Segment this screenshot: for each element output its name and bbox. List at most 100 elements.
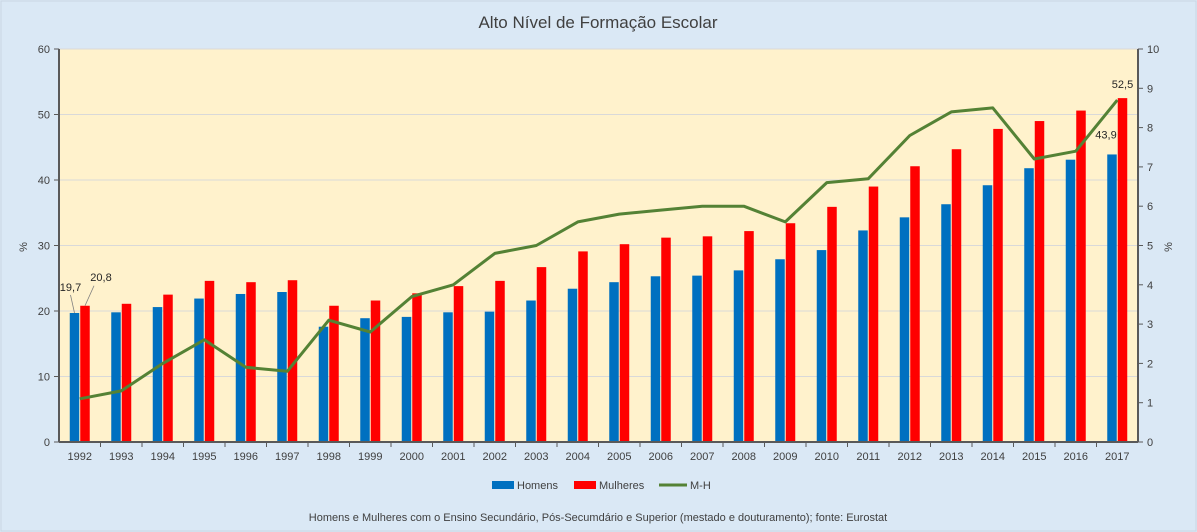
- bar-homens: [1107, 154, 1117, 442]
- bar-homens: [194, 298, 204, 442]
- x-tick-label: 2012: [898, 451, 922, 463]
- x-tick-label: 2011: [856, 451, 880, 463]
- x-tick-label: 2006: [649, 451, 673, 463]
- y2-tick-label: 3: [1147, 319, 1153, 331]
- bar-mulheres: [329, 305, 339, 442]
- y-tick-label: 0: [44, 437, 50, 449]
- bar-homens: [650, 276, 661, 442]
- data-label-leader: [70, 294, 75, 314]
- x-tick-label: 2015: [1022, 451, 1046, 463]
- bar-homens: [899, 217, 910, 442]
- bar-mulheres: [121, 303, 132, 442]
- bar-mulheres: [619, 244, 630, 442]
- legend-label: Homens: [517, 480, 558, 492]
- y-tick-label: 50: [38, 110, 50, 122]
- bar-homens: [277, 292, 287, 442]
- y2-tick-label: 4: [1147, 280, 1153, 292]
- y2-tick-label: 10: [1147, 44, 1159, 56]
- bar-mulheres: [204, 280, 215, 442]
- data-label: 52,5: [1112, 79, 1133, 91]
- bar-mulheres: [910, 166, 920, 442]
- chart-title: Alto Nível de Formação Escolar: [478, 13, 717, 32]
- bar-homens: [941, 204, 951, 442]
- footnote: Homens e Mulheres com o Ensino Secundári…: [309, 512, 887, 524]
- data-label-leader: [84, 285, 95, 306]
- x-tick-label: 2010: [815, 451, 839, 463]
- bar-homens: [360, 318, 370, 442]
- y-tick-label: 30: [38, 241, 50, 253]
- bar-mulheres: [993, 128, 1003, 442]
- x-tick-label: 1997: [275, 451, 299, 463]
- data-label: 19,7: [60, 282, 81, 294]
- x-tick-label: 2001: [441, 451, 465, 463]
- bar-mulheres: [1117, 98, 1128, 442]
- legend-label: M-H: [690, 480, 711, 492]
- x-tick-label: 1995: [192, 451, 216, 463]
- bar-homens: [692, 275, 702, 442]
- data-label: 20,8: [90, 272, 111, 284]
- bar-mulheres: [370, 300, 381, 442]
- bar-homens: [152, 307, 163, 442]
- bar-mulheres: [1034, 121, 1045, 443]
- bar-mulheres: [868, 186, 879, 442]
- bar-mulheres: [951, 149, 962, 442]
- x-tick-label: 2002: [483, 451, 507, 463]
- bar-mulheres: [536, 267, 547, 442]
- y2-tick-label: 6: [1147, 201, 1153, 213]
- bar-homens: [982, 185, 993, 443]
- bar-homens: [318, 326, 329, 442]
- bar-homens: [401, 316, 412, 442]
- x-tick-label: 2014: [981, 451, 1005, 463]
- x-tick-label: 2000: [400, 451, 424, 463]
- y-tick-label: 40: [38, 175, 50, 187]
- y2-axis-label: %: [1163, 242, 1175, 252]
- x-tick-label: 2017: [1105, 451, 1129, 463]
- bar-homens: [775, 259, 785, 442]
- bar-mulheres: [578, 251, 588, 442]
- bar-homens: [609, 282, 619, 442]
- x-tick-label: 2007: [690, 451, 714, 463]
- bar-mulheres: [661, 237, 671, 442]
- x-tick-label: 2004: [566, 451, 590, 463]
- bar-mulheres: [495, 280, 505, 442]
- x-tick-label: 1996: [234, 451, 258, 463]
- y-axis-label: %: [18, 242, 30, 252]
- bar-mulheres: [744, 231, 754, 442]
- bar-homens: [69, 312, 80, 442]
- x-tick-label: 1999: [358, 451, 382, 463]
- x-tick-label: 2009: [773, 451, 797, 463]
- y-tick-label: 60: [38, 44, 50, 56]
- legend-label: Mulheres: [599, 480, 645, 492]
- x-tick-label: 1993: [109, 451, 133, 463]
- x-tick-label: 2003: [524, 451, 548, 463]
- bar-mulheres: [702, 236, 713, 442]
- bar-mulheres: [453, 286, 464, 442]
- bar-mulheres: [163, 294, 173, 442]
- bar-homens: [1024, 168, 1034, 442]
- x-tick-label: 2008: [732, 451, 756, 463]
- y-tick-label: 20: [38, 306, 50, 318]
- bar-mulheres: [785, 223, 796, 442]
- legend-swatch-homens: [492, 481, 514, 489]
- bar-homens: [816, 250, 827, 442]
- line-m-h: [79, 99, 1119, 401]
- legend: Homens Mulheres M-H: [492, 480, 711, 492]
- y2-tick-label: 0: [1147, 437, 1153, 449]
- x-tick-label: 2005: [607, 451, 631, 463]
- bar-homens: [443, 312, 453, 442]
- y-tick-label: 10: [38, 372, 50, 384]
- legend-swatch-mulheres: [574, 481, 596, 489]
- y2-tick-label: 9: [1147, 83, 1153, 95]
- bar-homens: [484, 311, 495, 442]
- y2-tick-label: 7: [1147, 162, 1153, 174]
- bar-homens: [1065, 159, 1076, 442]
- bar-mulheres: [80, 305, 90, 442]
- y2-tick-label: 5: [1147, 241, 1153, 253]
- x-tick-label: 2013: [939, 451, 963, 463]
- bar-homens: [733, 270, 744, 442]
- bar-homens: [526, 300, 536, 442]
- bar-homens: [858, 230, 868, 442]
- y2-tick-label: 1: [1147, 398, 1153, 410]
- x-tick-label: 1992: [68, 451, 92, 463]
